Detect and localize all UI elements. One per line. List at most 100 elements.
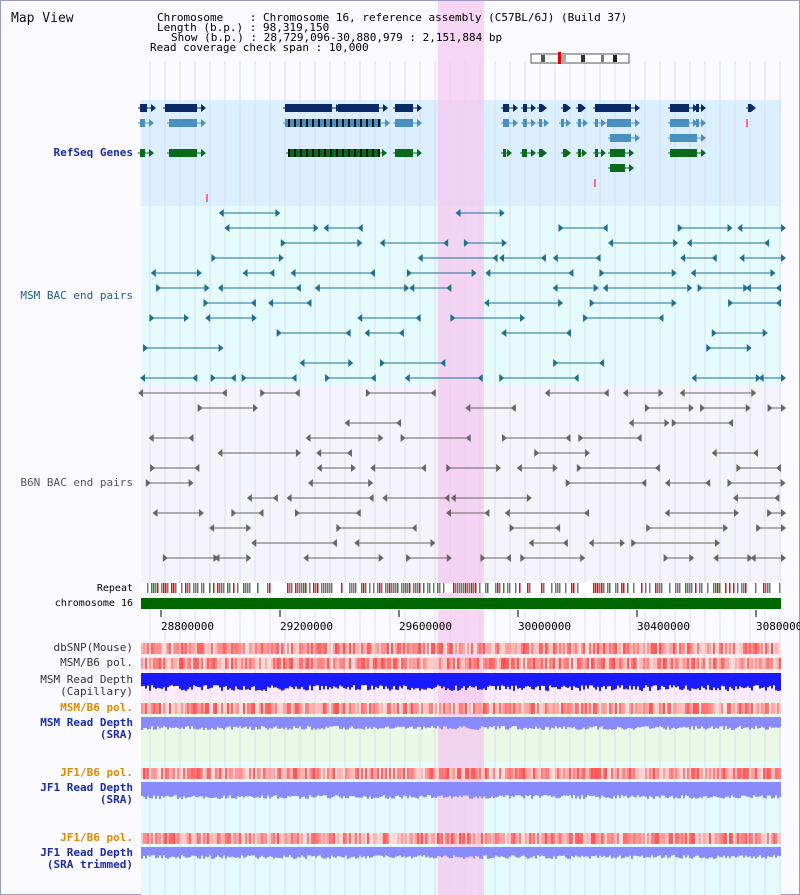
b6n-bac-pair-end xyxy=(520,554,526,562)
track-label-b6n-bac[interactable]: B6N BAC end pairs xyxy=(20,476,133,489)
dbsnp-heat-cell xyxy=(653,643,655,654)
jf1-pol-heat-cell xyxy=(597,768,599,779)
msm-sra-depth-bar xyxy=(507,717,509,730)
repeat-element xyxy=(389,583,391,593)
jf1-pol-heat-cell xyxy=(229,768,231,779)
repeat-element xyxy=(687,583,689,593)
jf1-pol-heat-cell xyxy=(319,768,321,779)
jf1-trim-depth-bar xyxy=(493,847,495,858)
msm-cap-depth-bar xyxy=(737,673,739,690)
msm-pol-heat-cell xyxy=(423,658,425,669)
track-label-refseq[interactable]: RefSeq Genes xyxy=(53,146,133,159)
msm-pol2-heat-cell xyxy=(525,703,527,714)
jf1-trim-depth-bar xyxy=(615,847,617,859)
dbsnp-heat-cell xyxy=(641,643,643,654)
jf1-pol2-heat-cell xyxy=(599,833,601,844)
repeat-element xyxy=(595,583,597,593)
jf1-pol2-heat-cell xyxy=(497,833,499,844)
jf1-trim-depth-bar xyxy=(429,847,431,858)
jf1-pol2-heat-cell xyxy=(377,833,379,844)
jf1-trim-depth-bar xyxy=(483,847,485,856)
jf1-sra-depth-bar xyxy=(295,782,297,796)
msm-cap-depth-bar xyxy=(393,673,395,687)
msm-pol2-heat-cell xyxy=(145,703,147,714)
jf1-sra-depth-bar xyxy=(493,782,495,799)
jf1-pol-heat-cell xyxy=(649,768,651,779)
jf1-pol-heat-cell xyxy=(333,768,335,779)
msm-pol-heat-cell xyxy=(659,658,661,669)
msm-pol-heat-cell xyxy=(689,658,691,669)
jf1-sra-depth-bar xyxy=(719,782,721,798)
jf1-pol2-heat-cell xyxy=(185,833,187,844)
msm-cap-depth-bar xyxy=(169,673,171,686)
msm-bac-pair-end xyxy=(739,254,745,262)
msm-pol-heat-cell xyxy=(429,658,431,669)
msm-sra-depth-bar xyxy=(767,717,769,730)
jf1-trim-depth-bar xyxy=(501,847,503,857)
b6n-bac-pair-end xyxy=(221,389,227,397)
jf1-sra-depth-bar xyxy=(499,782,501,796)
msm-pol2-heat-cell xyxy=(447,703,449,714)
b6n-bac-pair-end xyxy=(732,494,738,502)
jf1-trim-depth-bar xyxy=(277,847,279,858)
jf1-sra-depth-bar xyxy=(399,782,401,798)
msm-pol2-heat-cell xyxy=(179,703,181,714)
repeat-element xyxy=(427,583,429,593)
msm-sra-depth-bar xyxy=(739,717,741,727)
msm-sra-depth-bar xyxy=(417,717,419,727)
jf1-pol-heat-cell xyxy=(403,768,405,779)
jf1-pol2-heat-cell xyxy=(643,833,645,844)
msm-cap-depth-bar xyxy=(359,673,361,690)
jf1-pol2-heat-cell xyxy=(319,833,321,844)
jf1-sra-depth-bar xyxy=(449,782,451,796)
jf1-pol2-heat-cell xyxy=(681,833,683,844)
jf1-sra-depth-bar xyxy=(225,782,227,799)
jf1-sra-depth-bar xyxy=(593,782,595,796)
jf1-pol2-heat-cell xyxy=(515,833,517,844)
msm-pol2-heat-cell xyxy=(345,703,347,714)
jf1-pol-heat-cell xyxy=(473,768,475,779)
jf1-sra-depth-bar xyxy=(381,782,383,797)
jf1-pol-heat-cell xyxy=(593,768,595,779)
b6n-bac-pair-end xyxy=(152,509,158,517)
jf1-pol-heat-cell xyxy=(771,768,773,779)
msm-pol2-heat-cell xyxy=(597,703,599,714)
msm-pol2-heat-cell xyxy=(705,703,707,714)
msm-cap-depth-bar xyxy=(369,673,371,690)
dbsnp-heat-cell xyxy=(375,643,377,654)
msm-pol2-heat-cell xyxy=(505,703,507,714)
msm-cap-depth-bar xyxy=(703,673,705,688)
dbsnp-heat-cell xyxy=(755,643,757,654)
msm-pol2-heat-cell xyxy=(149,703,151,714)
jf1-sra-depth-bar xyxy=(177,782,179,799)
jf1-pol2-heat-cell xyxy=(183,833,185,844)
track-label-msm-bac[interactable]: MSM BAC end pairs xyxy=(20,289,133,302)
dbsnp-heat-cell xyxy=(367,643,369,654)
b6n-bac-pair-end xyxy=(658,389,664,397)
b6n-bac-pair-end xyxy=(688,404,694,412)
msm-bac-pair-end xyxy=(552,254,558,262)
jf1-trim-depth-bar xyxy=(705,847,707,859)
dbsnp-heat-cell xyxy=(437,643,439,654)
msm-sra-depth-bar xyxy=(171,717,173,728)
msm-sra-depth-bar xyxy=(213,717,215,730)
jf1-sra-depth-bar xyxy=(397,782,399,796)
jf1-trim-depth-bar xyxy=(649,847,651,858)
msm-cap-depth-bar xyxy=(405,673,407,687)
msm-cap-depth-bar xyxy=(245,673,247,690)
msm-pol2-heat-cell xyxy=(247,703,249,714)
jf1-trim-depth-bar xyxy=(723,847,725,856)
msm-cap-depth-bar xyxy=(383,673,385,690)
jf1-sra-depth-bar xyxy=(329,782,331,799)
dbsnp-heat-cell xyxy=(159,643,161,654)
jf1-sra-depth-bar xyxy=(149,782,151,799)
msm-pol2-heat-cell xyxy=(617,703,619,714)
jf1-sra-depth-bar xyxy=(567,782,569,796)
jf1-trim-depth-bar xyxy=(751,847,753,859)
msm-pol-heat-cell xyxy=(307,658,309,669)
jf1-pol-heat-cell xyxy=(629,768,631,779)
msm-bac-pair-end xyxy=(781,254,786,262)
jf1-pol2-heat-cell xyxy=(625,833,627,844)
msm-pol-heat-cell xyxy=(533,658,535,669)
msm-bac-pair-end xyxy=(450,314,456,322)
